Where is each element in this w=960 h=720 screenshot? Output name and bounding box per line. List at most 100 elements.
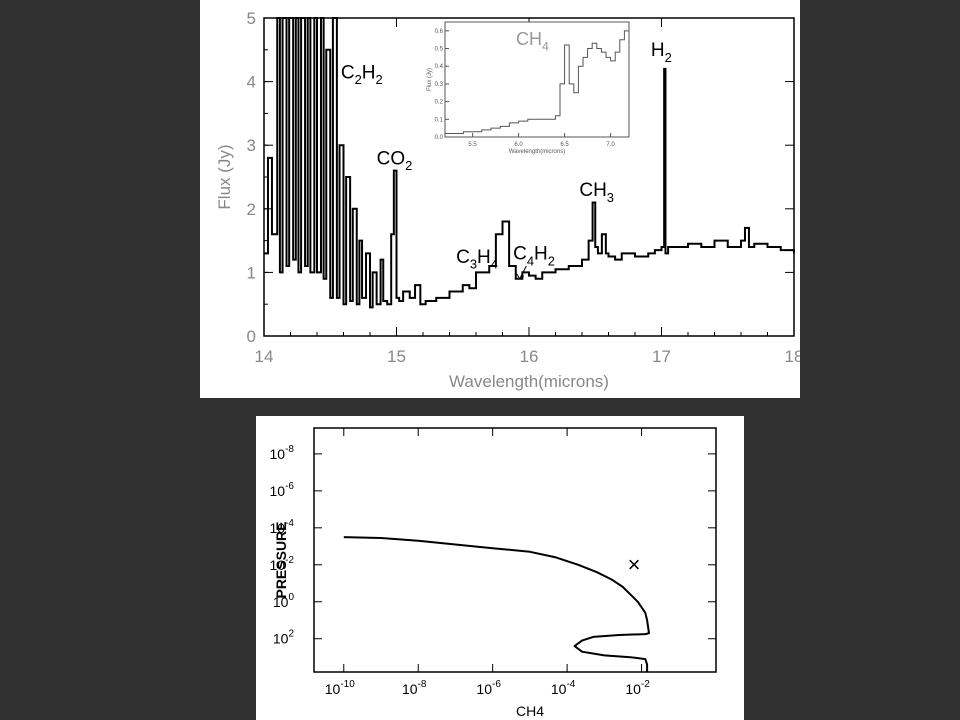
spectrum-chart: 14 15 16 17 18012345Wavelength(microns)Flux … xyxy=(215,9,800,391)
molecule-label: C2H2 xyxy=(341,62,383,87)
pressure-panel: 10-10 10-8 10-6 10-4 10-2 10-8 10-6 10-4 10-2 100… xyxy=(256,416,744,720)
inset-y-tick-label: 0.4 xyxy=(435,64,444,70)
x-tick-label: 17 xyxy=(652,347,671,366)
molecule-label-sub2: 2 xyxy=(376,72,383,87)
molecule-label: C3H4 xyxy=(456,247,498,272)
x-tick-label: 10-8 xyxy=(402,679,427,697)
molecule-label-sub: 4 xyxy=(527,253,534,268)
y-tick-label: 100 xyxy=(273,592,295,610)
molecule-label-main: C xyxy=(513,244,527,265)
x-tick-label: 15 xyxy=(387,347,406,366)
molecule-label-sub: 3 xyxy=(607,190,614,205)
inset-x-tick-label: 7.0 xyxy=(606,142,615,148)
y-tick-label: 3 xyxy=(247,136,256,155)
inset-x-tick-label: 6.5 xyxy=(560,142,569,148)
molecule-label-sub: 2 xyxy=(355,72,362,87)
x-tick-label: 18 xyxy=(785,347,800,366)
molecule-label: C4H2 xyxy=(513,244,555,269)
molecule-label-main: H xyxy=(651,40,665,61)
molecule-label-main: CO xyxy=(377,148,406,169)
y-tick-label: 1 xyxy=(247,263,256,282)
spectrum-series-line xyxy=(264,17,795,309)
pressure-profile-chart: 10-10 10-8 10-6 10-4 10-210-810-610-410-2100… xyxy=(270,427,717,719)
x-axis-label: Wavelength(microns) xyxy=(449,372,609,391)
x-tick-label: 14 xyxy=(255,347,274,366)
c4h2-pointer-arrow xyxy=(519,265,527,279)
inset-y-tick-label: 0.2 xyxy=(435,100,444,106)
plot-frame xyxy=(313,427,717,673)
y-tick-label: 5 xyxy=(247,9,256,28)
x-tick-label: 10-6 xyxy=(476,679,501,697)
y-axis-label: PRESSURE xyxy=(273,521,289,598)
y-tick-label: 10-8 xyxy=(270,444,295,462)
inset-y-axis-label: Flux (Jy) xyxy=(427,68,433,91)
inset-x-tick-label: 6.0 xyxy=(514,142,523,148)
molecule-label: CO2 xyxy=(377,148,413,173)
inset-x-tick-label: 5.5 xyxy=(468,142,477,148)
molecule-label-sub2: 4 xyxy=(491,257,498,272)
x-axis-label: CH4 xyxy=(516,703,544,719)
molecule-label-main2: H xyxy=(362,62,376,83)
c4h2-arrowhead xyxy=(516,273,525,280)
y-tick-label: 0 xyxy=(247,327,256,346)
y-tick-exponent: -4 xyxy=(285,518,294,529)
x-tick-label: 16 xyxy=(520,347,539,366)
molecule-label-main2: H xyxy=(534,244,548,265)
y-tick-label: 10-4 xyxy=(270,518,295,536)
y-tick-exponent: -6 xyxy=(285,481,294,492)
observation-x-marker: × xyxy=(628,552,641,577)
inset-y-tick-label: 0.0 xyxy=(435,135,444,141)
inset-y-tick-label: 0.6 xyxy=(435,29,444,35)
molecule-label: H2 xyxy=(651,40,672,65)
x-tick-exponent: -2 xyxy=(641,679,650,690)
x-tick-label: 10-10 xyxy=(325,679,355,697)
y-axis-label: Flux (Jy) xyxy=(215,144,234,209)
x-tick-base: 10 xyxy=(402,681,418,697)
x-tick-exponent: -10 xyxy=(340,679,355,690)
inset-y-tick-label: 0.1 xyxy=(435,117,444,123)
y-tick-label: 102 xyxy=(273,629,295,647)
molecule-label-main: C xyxy=(456,247,470,268)
y-tick-exponent: -2 xyxy=(285,555,294,566)
y-tick-base: 10 xyxy=(273,594,289,610)
y-tick-label: 2 xyxy=(247,200,256,219)
y-tick-base: 10 xyxy=(270,446,286,462)
x-tick-label: 10-4 xyxy=(551,679,576,697)
molecule-label: CH3 xyxy=(579,180,614,205)
x-tick-exponent: -6 xyxy=(492,679,501,690)
inset-ch4-label-sub: 4 xyxy=(542,39,549,53)
molecule-label-sub: 2 xyxy=(665,50,672,65)
x-tick-base: 10 xyxy=(325,681,341,697)
y-tick-exponent: 0 xyxy=(288,592,294,603)
y-tick-base: 10 xyxy=(270,483,286,499)
x-tick-base: 10 xyxy=(625,681,641,697)
x-tick-exponent: -8 xyxy=(418,679,427,690)
x-tick-base: 10 xyxy=(476,681,492,697)
y-tick-base: 10 xyxy=(270,557,286,573)
molecule-label-main2: H xyxy=(477,247,491,268)
molecule-label-sub2: 2 xyxy=(548,253,555,268)
inset-ch4-label-main: CH xyxy=(516,29,542,49)
spectrum-panel: 14 15 16 17 18 0 1 2 3 4 5 Wavelength(microns) Flux … xyxy=(200,0,800,398)
y-tick-base: 10 xyxy=(273,631,289,647)
molecule-label-sub: 3 xyxy=(470,257,477,272)
inset-ch4-label: CH4 xyxy=(516,29,549,53)
inset-series-line xyxy=(445,25,630,134)
inset-x-axis-label: Wavelength(microns) xyxy=(509,149,565,155)
ch4-profile-line xyxy=(343,536,650,672)
x-tick-label: 10-2 xyxy=(625,679,650,697)
inset-frame xyxy=(444,21,630,138)
molecule-label-sub: 2 xyxy=(405,158,412,173)
y-tick-label: 10-6 xyxy=(270,481,295,499)
y-tick-exponent: 2 xyxy=(288,629,294,640)
y-tick-label: 10-2 xyxy=(270,555,295,573)
inset-y-tick-label: 0.5 xyxy=(435,47,444,53)
y-tick-exponent: -8 xyxy=(285,444,294,455)
molecule-label-main: CH xyxy=(579,180,606,201)
inset-y-tick-label: 0.3 xyxy=(435,82,444,88)
x-tick-base: 10 xyxy=(551,681,567,697)
y-tick-base: 10 xyxy=(270,520,286,536)
molecule-label-main: C xyxy=(341,62,355,83)
y-tick-label: 4 xyxy=(247,73,256,92)
x-tick-exponent: -4 xyxy=(566,679,575,690)
